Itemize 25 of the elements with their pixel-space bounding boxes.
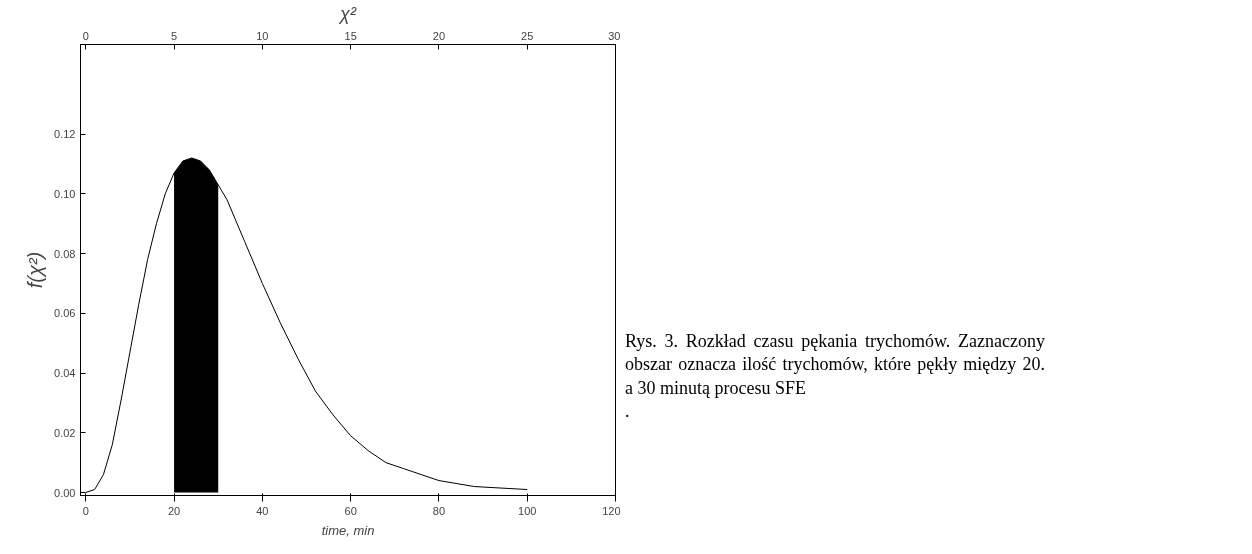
x-tick-label: 20 bbox=[167, 504, 181, 517]
x-tick-label: 40 bbox=[256, 504, 269, 517]
x2-tick-label: 15 bbox=[344, 29, 357, 42]
x-tick-label: 120 bbox=[602, 504, 621, 517]
x2-axis-title: χ² bbox=[338, 3, 357, 24]
x2-tick-label: 25 bbox=[521, 29, 534, 42]
x-tick-label: 80 bbox=[432, 504, 446, 517]
y-axis-title: f(χ²) bbox=[24, 251, 47, 289]
text: Rys. 3. Rozkład czasu pękania trychomów. Zaznaczony obszar oznacza ilość trychomów, które pękły między 20. a 30 minutą procesu SFE . bbox=[625, 330, 1045, 424]
y-tick-label: 0.04 bbox=[54, 367, 76, 380]
y-tick-label: 0.02 bbox=[54, 426, 76, 439]
x-tick-label: 60 bbox=[344, 504, 357, 517]
x2-tick-label: 0 bbox=[82, 29, 89, 42]
x2-tick-label: 10 bbox=[256, 29, 269, 42]
y-tick-label: 0.12 bbox=[54, 128, 76, 141]
x-tick-label: 100 bbox=[518, 504, 537, 517]
x2-tick-label: 5 bbox=[171, 29, 178, 42]
y-tick-label: 0.10 bbox=[54, 187, 76, 200]
x-tick-label: 0 bbox=[82, 504, 89, 517]
x2-tick-label: 30 bbox=[608, 29, 621, 42]
y-tick-label: 0.08 bbox=[54, 247, 76, 260]
x2-tick-label: 20 bbox=[432, 29, 446, 42]
y-tick-label: 0.06 bbox=[54, 307, 76, 320]
x-axis-title: time, min bbox=[321, 522, 375, 538]
y-tick-label: 0.00 bbox=[54, 486, 76, 499]
